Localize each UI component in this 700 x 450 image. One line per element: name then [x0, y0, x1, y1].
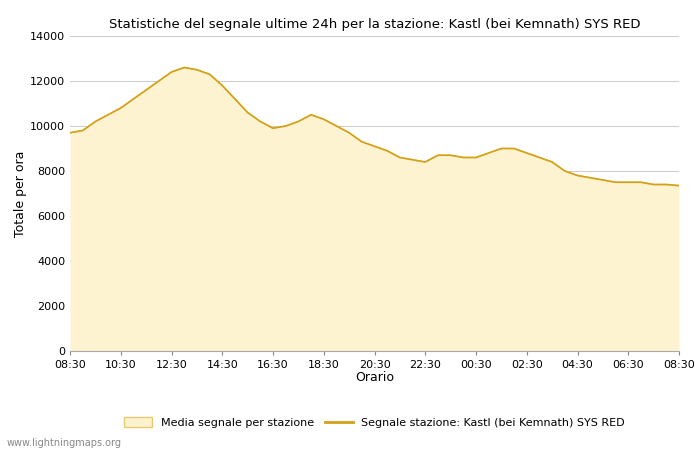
Title: Statistiche del segnale ultime 24h per la stazione: Kastl (bei Kemnath) SYS RED: Statistiche del segnale ultime 24h per l…	[108, 18, 640, 31]
Legend: Media segnale per stazione, Segnale stazione: Kastl (bei Kemnath) SYS RED: Media segnale per stazione, Segnale staz…	[118, 412, 631, 434]
Y-axis label: Totale per ora: Totale per ora	[14, 150, 27, 237]
X-axis label: Orario: Orario	[355, 371, 394, 384]
Text: www.lightningmaps.org: www.lightningmaps.org	[7, 438, 122, 448]
